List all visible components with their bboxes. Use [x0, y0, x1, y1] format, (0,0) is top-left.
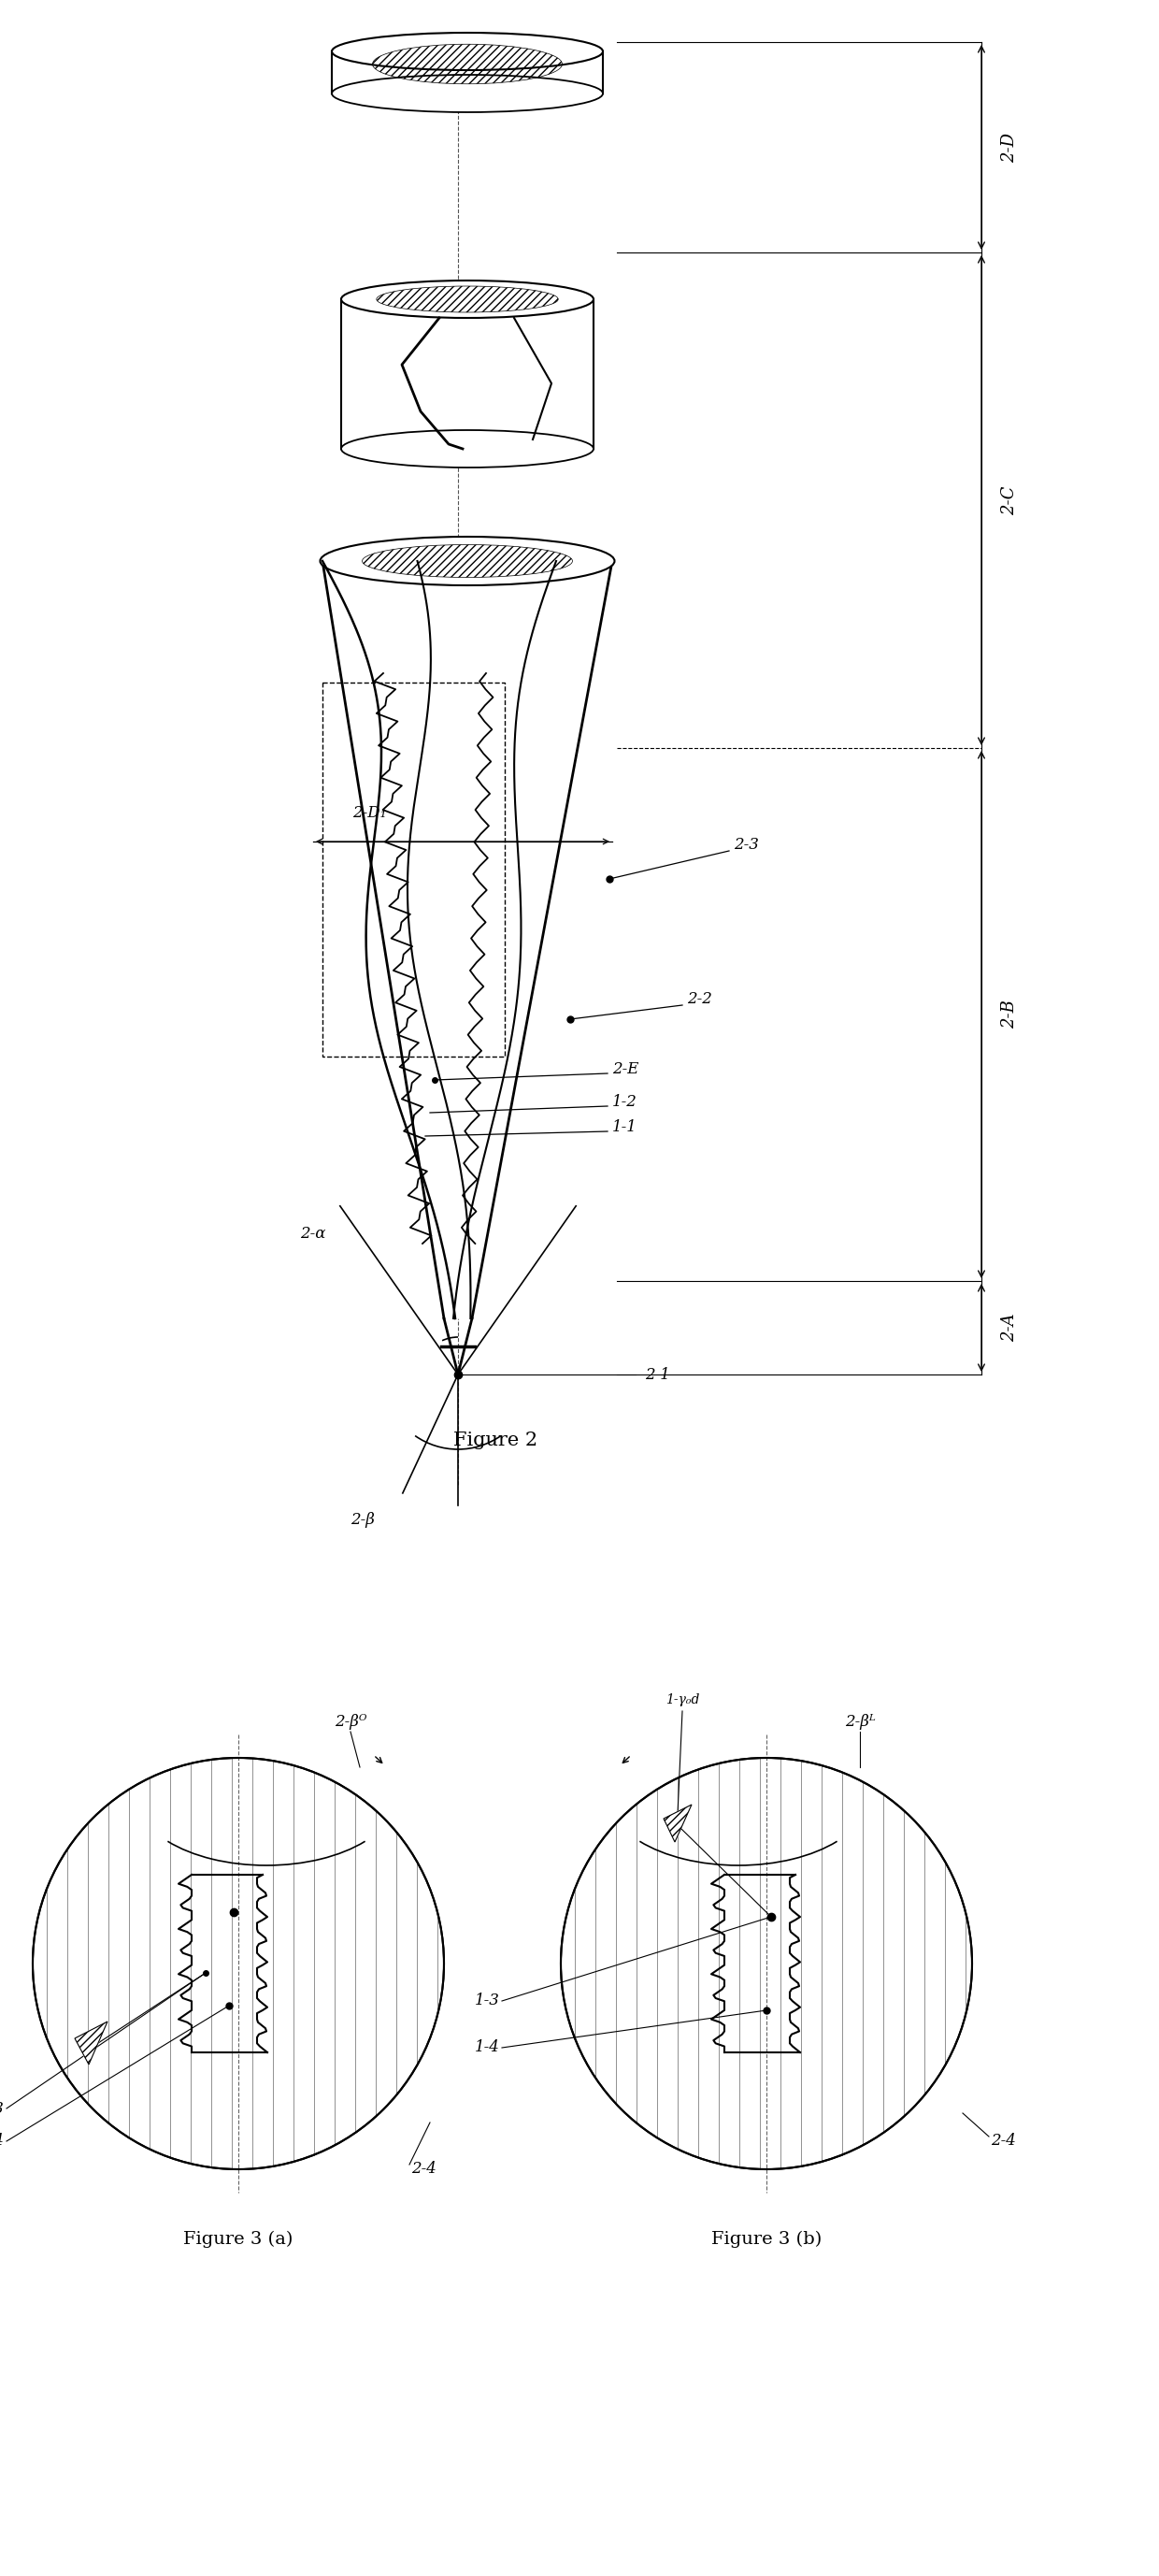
Text: 2-D: 2-D: [1001, 131, 1018, 162]
Text: 1-3: 1-3: [0, 2099, 5, 2117]
Polygon shape: [322, 562, 612, 1319]
Text: 2-1: 2-1: [644, 1365, 670, 1383]
Text: 2-β: 2-β: [350, 1512, 374, 1528]
Polygon shape: [664, 1806, 692, 1842]
Circle shape: [32, 1757, 444, 2169]
Text: 2-A: 2-A: [1001, 1314, 1018, 1342]
Text: 2-2: 2-2: [687, 992, 712, 1007]
Text: 1-3: 1-3: [475, 1994, 500, 2009]
Text: 1-γ₀d: 1-γ₀d: [665, 1692, 699, 1705]
Text: 2-4: 2-4: [991, 2133, 1016, 2148]
Circle shape: [561, 1757, 972, 2169]
Text: 1-1: 1-1: [612, 1118, 637, 1133]
Text: 2-βᴼ: 2-βᴼ: [335, 1713, 366, 1731]
Ellipse shape: [341, 430, 593, 466]
Ellipse shape: [341, 281, 593, 317]
Bar: [322, 683, 504, 1056]
Text: Figure 3 (a): Figure 3 (a): [183, 2231, 293, 2249]
Text: 2-D₁: 2-D₁: [352, 806, 386, 822]
Text: 2-βᴸ: 2-βᴸ: [845, 1713, 875, 1731]
Text: 2-4: 2-4: [411, 2161, 437, 2177]
Ellipse shape: [331, 75, 603, 113]
Text: Figure 3 (b): Figure 3 (b): [712, 2231, 822, 2249]
Text: Figure 2: Figure 2: [453, 1432, 538, 1448]
Text: 1-2: 1-2: [612, 1095, 637, 1110]
Text: 2-B: 2-B: [1001, 999, 1018, 1028]
Text: 2-α: 2-α: [300, 1226, 326, 1242]
Polygon shape: [331, 52, 603, 93]
Text: 2-3: 2-3: [734, 837, 759, 853]
Ellipse shape: [331, 33, 603, 70]
Text: 1-4: 1-4: [0, 2133, 5, 2148]
Text: 1-γ₀u: 1-γ₀u: [36, 2004, 70, 2017]
Polygon shape: [341, 299, 593, 448]
Ellipse shape: [320, 536, 614, 585]
Text: 1-4: 1-4: [475, 2040, 500, 2056]
Polygon shape: [75, 2022, 108, 2063]
Text: 2-E: 2-E: [612, 1061, 639, 1077]
Text: 2-C: 2-C: [1001, 484, 1018, 515]
